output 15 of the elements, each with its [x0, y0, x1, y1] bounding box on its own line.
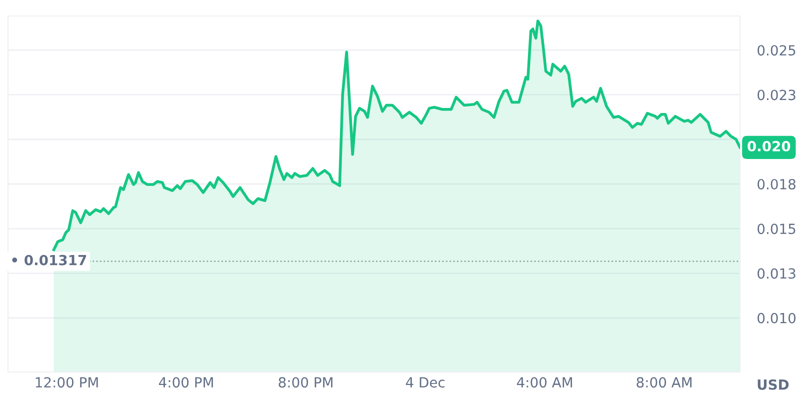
x-tick-label: 4:00 PM — [158, 377, 213, 388]
ref-line-label: • 0.01317 — [12, 254, 86, 266]
y-tick-label: 0.010 — [758, 312, 796, 324]
y-tick-label: 0.015 — [758, 224, 796, 234]
y-tick-label: 0.025 — [758, 45, 796, 56]
x-tick-label: 4:00 AM — [516, 377, 572, 388]
y-axis-title: USD — [758, 379, 789, 390]
x-tick-label: 8:00 PM — [278, 377, 332, 388]
x-tick-label: 8:00 AM — [636, 377, 692, 388]
y-tick-label: 0.023 — [758, 90, 796, 100]
x-tick-label: 4 Dec — [406, 377, 444, 388]
y-tick-label: 0.018 — [758, 178, 796, 190]
x-tick-label: 12:00 PM — [36, 377, 98, 388]
y-tick-label: 0.013 — [758, 268, 796, 279]
annotation: 0.020 — [748, 140, 790, 152]
